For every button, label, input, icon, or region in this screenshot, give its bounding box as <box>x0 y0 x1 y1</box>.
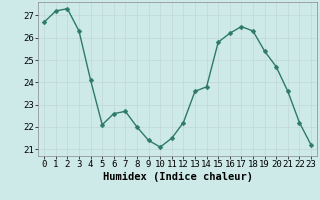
X-axis label: Humidex (Indice chaleur): Humidex (Indice chaleur) <box>103 172 252 182</box>
